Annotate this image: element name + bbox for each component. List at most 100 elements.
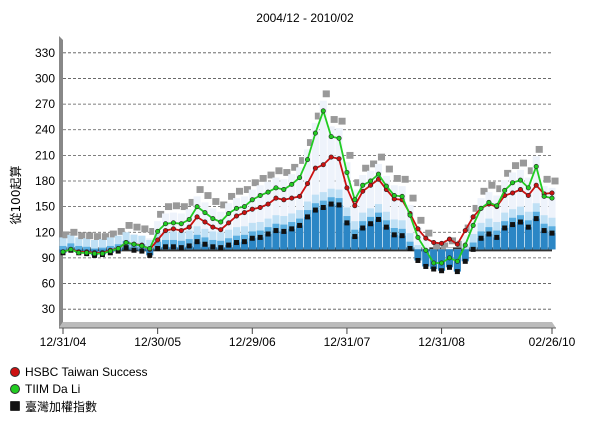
band-cap [338, 117, 346, 125]
band-cap [299, 157, 307, 164]
index-marker [202, 241, 208, 247]
band-light [75, 237, 83, 250]
band-light [59, 237, 67, 250]
index-marker [502, 225, 508, 231]
series-point-1 [155, 228, 161, 234]
band-cap [504, 169, 512, 177]
band-lightest [406, 204, 414, 250]
band-cap [196, 186, 204, 193]
band-cap [535, 145, 543, 153]
series-point-0 [462, 228, 468, 234]
chart-title: 2004/12 - 2010/02 [256, 11, 354, 25]
index-marker [257, 234, 263, 240]
band-lightest [225, 203, 233, 250]
band-dark [256, 237, 264, 250]
band-dark [374, 219, 383, 250]
legend-item-tiim[interactable]: TIIM Da Li [10, 381, 148, 397]
index-marker [273, 228, 279, 234]
band-cap [393, 175, 401, 182]
series-point-1 [312, 130, 318, 136]
index-marker [368, 221, 374, 227]
series-point-1 [375, 171, 381, 177]
legend-label-taiex: 臺灣加權指數 [25, 399, 98, 414]
band-cap [275, 167, 283, 175]
band-lightest [288, 174, 296, 250]
series-point-1 [510, 180, 516, 186]
band-lightest [335, 128, 343, 250]
band-cap [417, 216, 425, 224]
index-marker [517, 219, 523, 225]
index-marker [123, 245, 129, 251]
y-tick-label: 240 [35, 123, 55, 137]
series-point-1 [99, 251, 105, 257]
series-point-0 [454, 241, 460, 247]
band-mid [83, 246, 91, 250]
band-cap [456, 240, 464, 248]
band-dark [201, 244, 209, 250]
band-dark [303, 216, 312, 250]
band-cap [543, 175, 551, 183]
band-lightest [398, 186, 406, 250]
index-marker [510, 222, 516, 228]
x-tick-label: 02/26/10 [529, 335, 576, 349]
series-point-1 [383, 183, 389, 189]
series-point-1 [541, 193, 547, 199]
band-cap [480, 187, 488, 195]
series-point-1 [139, 243, 145, 249]
band-cap [259, 175, 267, 182]
series-point-0 [178, 228, 184, 234]
band-mid [98, 247, 106, 250]
band-dark [477, 238, 485, 250]
series-point-1 [391, 193, 397, 199]
series-point-0 [525, 193, 531, 199]
axis-floor [59, 322, 556, 328]
band-dark [422, 249, 430, 267]
band-mid [75, 245, 83, 250]
band-mid [122, 240, 130, 250]
axis-wall [59, 36, 63, 328]
band-light [469, 233, 477, 250]
band-dark [382, 227, 390, 250]
series-point-0 [368, 182, 374, 188]
band-lightest [461, 234, 469, 250]
series-point-0 [186, 224, 192, 230]
series-point-1 [336, 135, 342, 141]
index-marker [336, 202, 342, 208]
band-light [83, 238, 91, 250]
band-lightest [201, 202, 209, 250]
series-point-1 [297, 175, 303, 181]
band-lightest [351, 189, 359, 250]
band-dark [390, 234, 398, 250]
series-point-1 [399, 193, 405, 199]
index-marker [470, 246, 476, 252]
band-cap [235, 187, 244, 195]
band-dark [367, 223, 375, 250]
band-cap [362, 164, 370, 172]
band-dark [532, 218, 540, 250]
legend-item-hsbc[interactable]: HSBC Taiwan Success [10, 364, 148, 380]
legend-item-taiex[interactable]: 臺灣加權指數 [10, 398, 148, 414]
band-cap [433, 242, 441, 250]
series-point-1 [92, 251, 98, 257]
series-point-1 [407, 212, 413, 218]
series-point-0 [352, 203, 358, 209]
band-cap [180, 203, 188, 211]
index-marker [344, 220, 350, 226]
series-point-1 [107, 248, 113, 254]
index-marker [226, 242, 232, 248]
series-point-1 [446, 255, 452, 261]
band-dark [461, 249, 469, 262]
y-tick-label: 30 [42, 302, 56, 316]
band-light [67, 234, 75, 250]
band-cap [70, 228, 78, 236]
legend: HSBC Taiwan Success TIIM Da Li 臺灣加權指數 [10, 364, 148, 415]
band-cap [188, 198, 196, 206]
band-dark [414, 249, 422, 261]
band-mid [177, 240, 185, 250]
band-lightest [532, 156, 540, 250]
band-cap [519, 159, 528, 167]
series-point-1 [265, 189, 271, 195]
index-marker [549, 230, 555, 236]
series-point-1 [76, 250, 82, 256]
series-point-1 [68, 246, 74, 252]
